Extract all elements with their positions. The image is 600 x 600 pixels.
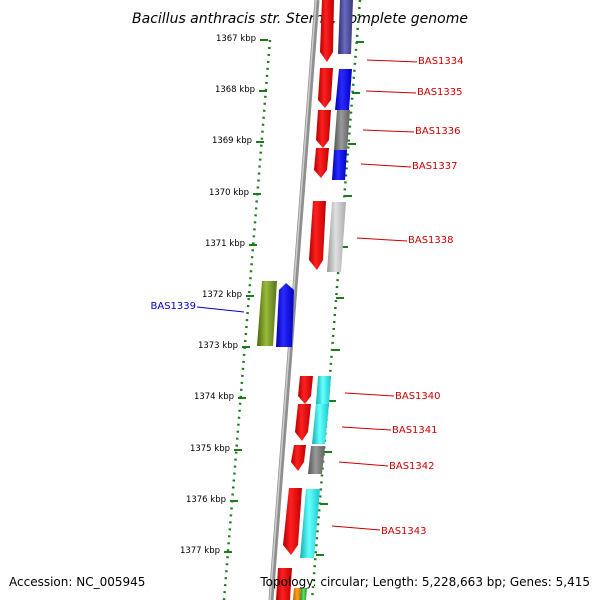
leader-line [196, 306, 245, 313]
gene-arrow[interactable] [283, 488, 302, 555]
gene-label-bas1334[interactable]: BAS1334 [418, 56, 464, 67]
tick-label-1376: 1376 kbp [186, 495, 226, 505]
gene-block[interactable] [316, 376, 331, 404]
gene-block[interactable] [334, 110, 350, 150]
gene-block[interactable] [293, 588, 301, 600]
leader-line [356, 237, 408, 242]
accession-text: Accession: NC_005945 [9, 575, 145, 589]
gene-arrow[interactable] [316, 110, 331, 148]
leader-line [365, 90, 417, 94]
tick-label-1367: 1367 kbp [216, 34, 256, 44]
tick-label-1374: 1374 kbp [194, 392, 234, 402]
gene-block[interactable] [338, 0, 353, 54]
leader-line [338, 461, 389, 467]
gene-block[interactable] [327, 202, 346, 272]
leader-line [360, 163, 412, 168]
leader-line [341, 426, 392, 431]
gene-arrow[interactable] [295, 404, 311, 441]
tick-label-1371: 1371 kbp [205, 239, 245, 249]
leader-line [331, 525, 381, 531]
gene-block[interactable] [276, 568, 292, 600]
gene-arrow[interactable] [276, 283, 294, 347]
gene-block[interactable] [312, 404, 329, 444]
gene-label-bas1342[interactable]: BAS1342 [389, 461, 435, 472]
gene-label-bas1343[interactable]: BAS1343 [381, 526, 427, 537]
gene-label-bas1338[interactable]: BAS1338 [408, 235, 454, 246]
tick-label-1370: 1370 kbp [209, 188, 249, 198]
gene-block[interactable] [335, 69, 352, 110]
leader-line [344, 392, 395, 397]
tick-label-1372: 1372 kbp [202, 290, 242, 300]
genome-backbone [268, 0, 320, 600]
gene-label-bas1337[interactable]: BAS1337 [412, 161, 458, 172]
gene-block[interactable] [300, 489, 320, 558]
topology-text: Topology: circular; Length: 5,228,663 bp… [259, 575, 590, 589]
tick-label-1377: 1377 kbp [180, 546, 220, 556]
gene-arrow[interactable] [320, 0, 334, 62]
gene-arrow[interactable] [291, 445, 306, 471]
gene-label-bas1335[interactable]: BAS1335 [417, 87, 463, 98]
gene-arrow[interactable] [298, 376, 313, 404]
gene-arrow[interactable] [314, 148, 329, 178]
gene-block[interactable] [257, 281, 277, 346]
tick-label-1368: 1368 kbp [215, 85, 255, 95]
tick-label-1369: 1369 kbp [212, 136, 252, 146]
gene-label-bas1341[interactable]: BAS1341 [392, 425, 438, 436]
scale-dotted-track [222, 39, 272, 600]
gene-label-bas1339[interactable]: BAS1339 [151, 301, 197, 312]
gene-labels: BAS1334 BAS1335 BAS1336 BAS1337 BAS1338 … [151, 56, 464, 537]
gene-block[interactable] [300, 588, 307, 600]
gene-label-bas1340[interactable]: BAS1340 [395, 391, 441, 402]
gene-label-bas1336[interactable]: BAS1336 [415, 126, 461, 137]
tick-label-1375: 1375 kbp [190, 444, 230, 454]
map-title: Bacillus anthracis str. Sterne, complete… [132, 11, 468, 27]
gene-arrow[interactable] [309, 201, 326, 270]
leader-line [366, 59, 418, 63]
gene-block[interactable] [308, 446, 325, 474]
gene-features [257, 0, 353, 600]
tick-label-1373: 1373 kbp [198, 341, 238, 351]
gene-block[interactable] [332, 150, 347, 180]
gene-arrow[interactable] [318, 68, 333, 108]
leader-line [362, 129, 415, 133]
scale-ticks: 1367 kbp 1368 kbp 1369 kbp 1370 kbp 1371… [180, 34, 268, 556]
